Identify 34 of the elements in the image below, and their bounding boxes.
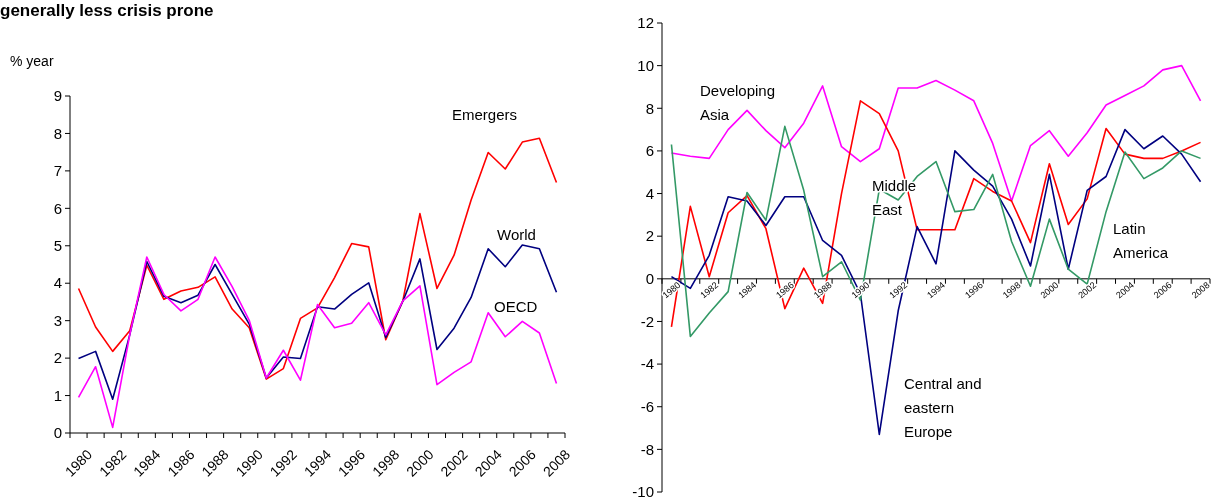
series-label: World: [497, 226, 536, 243]
y-tick-label: 3: [53, 311, 62, 329]
series-label: Latin America: [1113, 220, 1169, 261]
line-series: [77, 137, 558, 380]
y-tick-label: 2: [53, 349, 62, 367]
y-axis-title: % year: [10, 53, 54, 69]
series-label: Developing Asia: [700, 82, 776, 123]
y-tick-label: -2: [640, 312, 654, 330]
y-tick-label: 2: [645, 227, 654, 245]
y-tick-label: 5: [53, 237, 62, 255]
y-tick-label: 12: [637, 14, 654, 32]
y-tick-label: 4: [645, 184, 654, 202]
y-tick-label: 8: [53, 124, 62, 142]
y-tick-label: 9: [53, 87, 62, 105]
y-tick-label: -6: [640, 397, 654, 415]
series-label: Emergers: [452, 106, 518, 123]
series-label: OECD: [494, 298, 538, 315]
y-tick-label: -4: [640, 355, 654, 373]
line-series: [77, 256, 558, 429]
y-tick-label: 7: [53, 162, 62, 180]
y-tick-label: 0: [53, 424, 62, 442]
y-tick-label: 1: [53, 386, 62, 404]
y-tick-label: 6: [53, 199, 62, 217]
y-tick-label: 4: [53, 274, 62, 292]
y-tick-label: 6: [645, 142, 654, 160]
y-tick-label: -10: [632, 483, 654, 497]
chart-title: generally less crisis prone: [0, 1, 214, 20]
y-tick-label: 10: [637, 56, 654, 74]
line-series: [670, 64, 1202, 202]
y-tick-label: 0: [645, 270, 654, 288]
y-tick-label: -8: [640, 440, 654, 458]
line-series: [77, 244, 558, 401]
y-tick-label: 8: [645, 99, 654, 117]
series-label: Central and eastern Europe: [904, 375, 982, 440]
